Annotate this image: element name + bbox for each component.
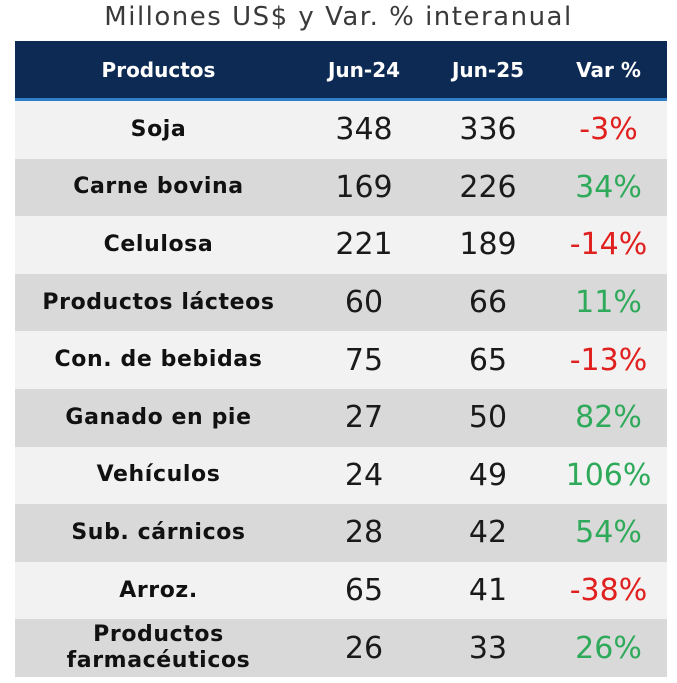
chart-title: Millones US$ y Var. % interanual xyxy=(104,2,573,32)
value-jun25: 226 xyxy=(459,169,517,205)
table-row: Con. de bebidas 75 65 -13% xyxy=(15,331,667,389)
value-var: -14% xyxy=(569,227,648,263)
value-var: -3% xyxy=(579,112,638,148)
value-jun25: 66 xyxy=(468,285,508,321)
value-var: -13% xyxy=(569,342,648,378)
value-jun24: 75 xyxy=(344,342,384,378)
value-jun25: 49 xyxy=(468,457,508,493)
table-row: Ganado en pie 27 50 82% xyxy=(15,388,667,447)
header-jun24: Jun-24 xyxy=(327,57,401,82)
table-row: Sub. cárnicos 28 42 54% xyxy=(15,504,667,562)
table-row: Vehículos 24 49 106% xyxy=(15,446,667,505)
value-jun25: 336 xyxy=(459,112,517,148)
value-jun24: 60 xyxy=(344,285,384,321)
table-row: Arroz. 65 41 -38% xyxy=(15,561,667,620)
value-jun25: 33 xyxy=(468,630,508,666)
product-name: Celulosa xyxy=(103,231,214,257)
product-name: Carne bovina xyxy=(73,174,244,200)
table-row: Productos farmacéuticos 26 33 26% xyxy=(15,619,667,677)
product-name: Productos lácteos xyxy=(42,289,275,315)
header-jun25: Jun-25 xyxy=(451,57,525,82)
header-productos: Productos xyxy=(101,57,216,82)
value-jun24: 26 xyxy=(344,630,384,666)
product-name: Productos farmacéuticos xyxy=(66,622,251,674)
value-var: 34% xyxy=(575,169,642,205)
table-row: Carne bovina 169 226 34% xyxy=(15,158,667,217)
value-jun25: 189 xyxy=(459,227,517,263)
product-name: Sub. cárnicos xyxy=(71,519,246,545)
value-var: -38% xyxy=(569,573,648,609)
table-row: Productos lácteos 60 66 11% xyxy=(15,273,667,332)
value-var: 11% xyxy=(575,285,642,321)
header-var: Var % xyxy=(576,57,641,82)
value-var: 106% xyxy=(565,457,652,493)
product-name: Vehículos xyxy=(96,462,221,488)
value-jun24: 27 xyxy=(344,400,384,436)
table-row: Celulosa 221 189 -14% xyxy=(15,216,667,274)
value-jun24: 28 xyxy=(344,515,384,551)
value-jun24: 65 xyxy=(344,573,384,609)
value-jun24: 348 xyxy=(335,112,393,148)
value-jun25: 41 xyxy=(468,573,508,609)
product-name: Ganado en pie xyxy=(65,404,252,430)
value-var: 82% xyxy=(575,400,642,436)
value-jun24: 169 xyxy=(335,169,393,205)
value-jun25: 42 xyxy=(468,515,508,551)
table-header: Productos Jun-24 Jun-25 Var % xyxy=(15,41,667,101)
value-var: 54% xyxy=(575,515,642,551)
value-jun25: 50 xyxy=(468,400,508,436)
value-jun25: 65 xyxy=(468,342,508,378)
product-name: Soja xyxy=(130,116,187,142)
product-name: Con. de bebidas xyxy=(54,347,263,373)
product-name: Arroz. xyxy=(119,577,198,603)
table-row: Soja 348 336 -3% xyxy=(15,101,667,159)
exports-table: Productos Jun-24 Jun-25 Var % Soja 348 3… xyxy=(15,41,667,677)
value-jun24: 24 xyxy=(344,457,384,493)
value-var: 26% xyxy=(575,630,642,666)
value-jun24: 221 xyxy=(335,227,393,263)
